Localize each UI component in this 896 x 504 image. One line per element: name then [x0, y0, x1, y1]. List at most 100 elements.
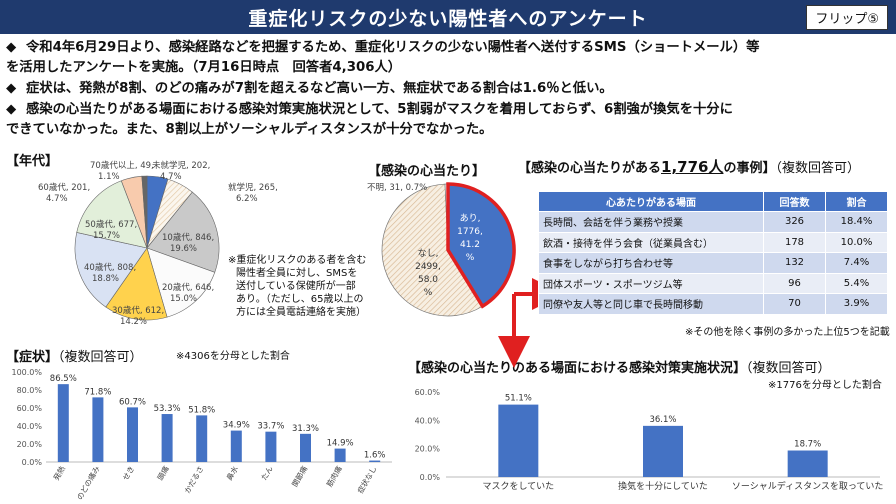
pie-label: 18.8% — [92, 274, 119, 284]
x-tick-label: 換気を十分にしていた — [618, 480, 708, 492]
pie-label: 40歳代, 808, — [84, 262, 136, 273]
pie-label: 15.7% — [93, 231, 120, 241]
pie-label: 50歳代, 677, — [85, 219, 137, 230]
table-cell: 3.9% — [825, 293, 888, 315]
symptom-subnote: ※4306を分母とした割合 — [176, 351, 290, 362]
x-tick-label: ソーシャルディスタンスを取っていた — [732, 480, 884, 492]
pie-label: 19.6% — [170, 244, 197, 254]
symptom-title-note: （複数回答可） — [58, 350, 143, 365]
cases-title-pre: 【感染の心当たりがある — [518, 161, 662, 176]
data-label: 51.8% — [188, 405, 215, 415]
pie-slice — [141, 175, 148, 249]
table-cell: 飲酒・接待を伴う会食（従業員含む） — [538, 231, 764, 253]
cases-title-post: の事例】 — [723, 161, 776, 176]
data-label: 31.3% — [292, 424, 319, 434]
bullet-3-line2: できていなかった。また、8割以上がソーシャルディスタンスが十分でなかった。 — [6, 122, 493, 137]
table-header: 心あたりがある場面 — [538, 191, 764, 212]
y-tick-label: 80.0% — [17, 386, 43, 395]
y-tick-label: 20.0% — [415, 445, 441, 454]
pie-label: 未就学児, 202, — [152, 160, 210, 171]
pie-label: 30歳代, 612, — [112, 305, 164, 316]
bar — [127, 407, 138, 462]
pie-label: 14.2% — [120, 317, 147, 327]
x-tick-label: 鼻水 — [224, 464, 240, 482]
measures-title-note: （複数回答可） — [746, 361, 831, 376]
x-tick-label: のどの痛み — [74, 464, 102, 502]
pie-slice — [105, 247, 168, 321]
pie-label: なし, — [418, 248, 439, 259]
table-cell: 18.4% — [825, 211, 888, 233]
infection-pie-chart: あり, 1776, 41.2% なし, 2499, 58.0% 不明, 31, 0.7% — [367, 182, 516, 317]
y-tick-label: 60.0% — [415, 388, 441, 397]
x-tick-label: 症状なし — [355, 464, 379, 495]
pie-label: 6.2% — [236, 194, 258, 204]
data-label: 53.3% — [154, 404, 181, 414]
symptom-section-title: 【症状】（複数回答可） — [6, 346, 143, 365]
x-tick-label: 頭痛 — [155, 464, 171, 482]
bar — [230, 430, 242, 462]
table-row: 食事をしながら打ち合わせ等 132 7.4% — [538, 252, 888, 274]
table-row: 同僚や友人等と同じ車で長時間移動 70 3.9% — [538, 293, 888, 315]
bullet-2: ◆ 症状は、発熱が8割、のどの痛みが7割を超えるなど高い一方、無症状である割合は1… — [6, 79, 890, 99]
bar — [265, 431, 277, 462]
y-tick-label: 0.0% — [22, 458, 43, 467]
x-tick-label: 関節痛 — [289, 464, 309, 489]
bullet-3-line1: 感染の心当たりがある場面における感染対策実施状況として、5割弱がマスクを着用して… — [26, 102, 733, 117]
table-cell: 178 — [763, 231, 826, 253]
pie-label: 60歳代, 201, — [38, 182, 90, 193]
bullet-1-line1: 令和4年6月29日より、感染経路などを把握するため、重症化リスクの少ない陽性者へ… — [26, 40, 760, 55]
y-tick-label: 0.0% — [420, 473, 441, 482]
data-label: 14.9% — [327, 439, 354, 449]
table-cell: 326 — [763, 211, 826, 233]
data-label: 71.8% — [84, 387, 111, 397]
bar — [334, 448, 346, 462]
data-label: 33.7% — [257, 422, 284, 432]
pie-label: 41.2 — [460, 240, 480, 250]
age-section-title: 【年代】 — [6, 154, 59, 169]
table-row: 団体スポーツ・スポーツジム等 96 5.4% — [538, 272, 888, 294]
table-header: 割合 — [825, 191, 888, 212]
bar — [92, 397, 104, 462]
x-tick-label: 発熱 — [51, 464, 67, 482]
table-cell: 5.4% — [825, 272, 888, 294]
data-label: 18.7% — [794, 440, 821, 450]
table-cell: 70 — [763, 293, 826, 315]
cases-section-title: 【感染の心当たりがある1,776人の事例】（複数回答可） — [518, 156, 860, 177]
measures-bar-chart: 60.0% 40.0% 20.0% 0.0% 51.1% マスクをしていた 36.1% 換気を… — [415, 388, 884, 492]
bar — [369, 460, 381, 462]
table-header-row: 心あたりがある場面 回答数 割合 — [538, 191, 888, 212]
table-header: 回答数 — [763, 191, 826, 212]
header-bar: 重症化リスクの少ない陽性者へのアンケート フリップ⑤ — [0, 0, 896, 34]
pie-slice — [381, 183, 483, 317]
page-title: 重症化リスクの少ない陽性者へのアンケート — [248, 8, 648, 30]
table-cell: 7.4% — [825, 252, 888, 274]
table-cell: 食事をしながら打ち合わせ等 — [538, 252, 764, 274]
diamond-icon: ◆ — [6, 102, 17, 117]
pie-slice — [76, 180, 148, 249]
pie-label: 4.7% — [46, 194, 68, 204]
data-label: 60.7% — [119, 397, 146, 407]
bar — [643, 425, 683, 477]
data-label: 51.1% — [505, 394, 532, 404]
table-cell: 96 — [763, 272, 826, 294]
pie-label: 15.0% — [170, 294, 197, 304]
bullet-2-line1: 症状は、発熱が8割、のどの痛みが7割を超えるなど高い一方、無症状である割合は1.… — [26, 81, 613, 96]
flip-badge: フリップ⑤ — [806, 5, 888, 30]
symptom-bar-chart: 100.0% 80.0% 60.0% 40.0% 20.0% 0.0% 86.5% 発熱 71.… — [11, 368, 392, 501]
age-note-line: 方には全員電話連絡を実施） — [236, 307, 366, 318]
table-cell: 10.0% — [825, 231, 888, 253]
table-cell: 132 — [763, 252, 826, 274]
symptom-title: 【症状】 — [6, 350, 59, 365]
x-tick-label: せき — [121, 465, 136, 482]
y-tick-label: 60.0% — [17, 404, 43, 413]
table-cell: 長時間、会話を伴う業務や授業 — [538, 211, 764, 233]
bar — [161, 414, 173, 462]
bar — [196, 415, 208, 462]
age-pie-chart: 未就学児, 202,4.7%就学児, 265,6.2%10歳代, 846,19.… — [38, 160, 278, 327]
age-note: ※重症化リスクのある者を含む 陽性者全員に対し、SMSを 送付している保健所が一… — [228, 254, 366, 319]
infection-section-title: 【感染の心当たり】 — [368, 164, 486, 179]
pie-slice — [446, 182, 516, 309]
measures-subnote: ※1776を分母とした割合 — [768, 380, 882, 391]
pie-slice — [146, 247, 216, 318]
